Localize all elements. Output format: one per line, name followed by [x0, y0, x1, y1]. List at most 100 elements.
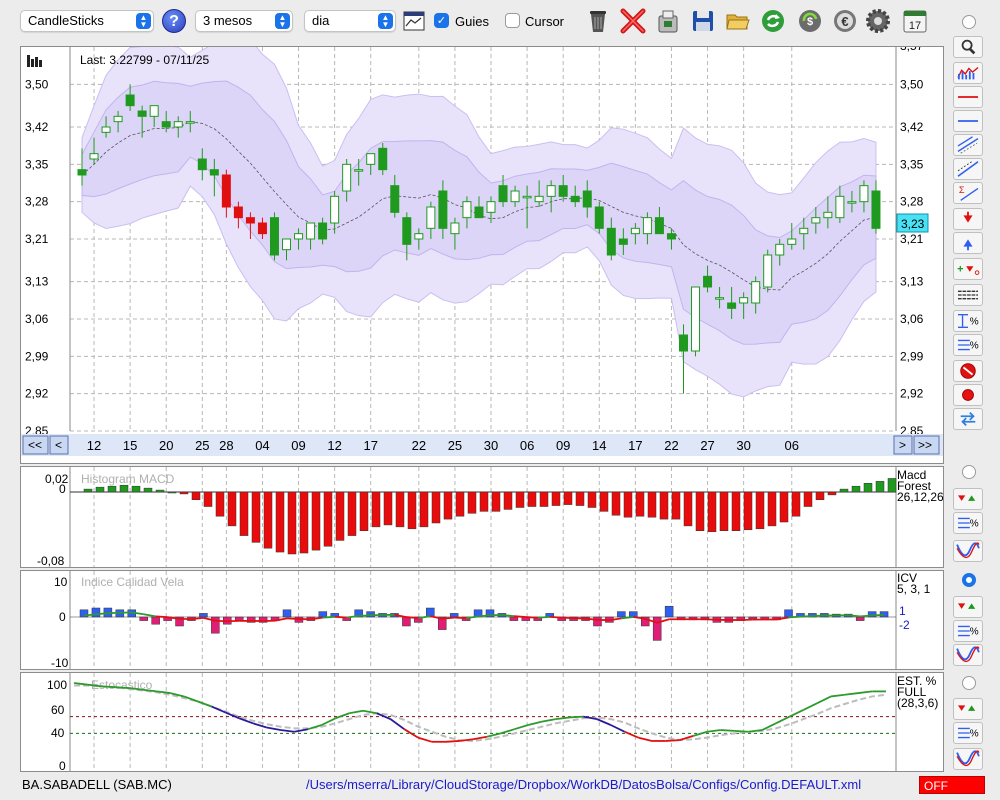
candle	[125, 84, 135, 111]
percent-lines-2-button[interactable]: %	[953, 620, 983, 642]
x-tick-label: 25	[195, 438, 209, 453]
arrow-down-red-button[interactable]	[953, 208, 983, 230]
stoch-k-segment	[514, 724, 529, 731]
stoch-k-segment	[362, 709, 377, 715]
stoch-k-segment	[376, 712, 391, 720]
interval-select[interactable]: dia ▲ ▼	[304, 10, 396, 32]
guides-checkbox[interactable]: ✓	[434, 13, 449, 28]
macd-bar	[467, 491, 477, 514]
candle	[739, 292, 749, 319]
percent-lines-2-button[interactable]: %	[953, 512, 983, 534]
percent-range-button[interactable]: %	[953, 310, 983, 332]
signal-arrows-button[interactable]	[953, 596, 983, 618]
period-select[interactable]: 3 mesos ▲ ▼	[195, 10, 293, 32]
config-path-link[interactable]: /Users/mserra/Library/CloudStorage/Dropb…	[306, 777, 862, 792]
record-button[interactable]	[953, 384, 983, 406]
horizontal-line-blue-button[interactable]	[953, 110, 983, 132]
signal-arrows-icon	[958, 603, 976, 609]
stochastic-chart[interactable]: Estocastico 100 60 40 0 EST. % FULL (28,…	[21, 673, 943, 771]
macd-bar	[179, 491, 189, 495]
dollar-sync-icon[interactable]: $	[797, 8, 823, 34]
stoch-k-segment	[115, 686, 130, 689]
guides-label: Guies	[455, 14, 489, 29]
candle	[77, 148, 87, 186]
horizontal-line-red-button[interactable]	[953, 86, 983, 108]
stoch-k-segment	[170, 692, 185, 698]
curve-button[interactable]	[953, 540, 983, 562]
candle	[534, 180, 544, 207]
open-folder-icon[interactable]	[725, 8, 751, 34]
x-tick-label: 06	[785, 438, 799, 453]
icv-panel: Indice Calidad Vela 10 0 -10 ICV 5, 3, 1…	[20, 570, 944, 670]
nav-last-button[interactable]	[913, 435, 940, 455]
sigma-trend-button[interactable]: Σ	[953, 182, 983, 204]
export-icon[interactable]	[655, 8, 681, 34]
cursor-checkbox[interactable]	[505, 13, 520, 28]
stoch-k-segment	[734, 729, 749, 733]
plus-minus-button[interactable]: +	[953, 258, 983, 280]
x-tick-label: 12	[327, 438, 341, 453]
channel-button[interactable]	[953, 134, 983, 156]
nav-first-label: <<	[28, 438, 42, 452]
icv-chart[interactable]: Indice Calidad Vela 10 0 -10 ICV 5, 3, 1…	[21, 571, 943, 669]
candle	[462, 196, 472, 229]
candle	[245, 212, 255, 239]
save-icon[interactable]	[690, 8, 716, 34]
gear-icon[interactable]	[865, 8, 891, 34]
euro-icon[interactable]: €	[832, 8, 858, 34]
zoom-button[interactable]	[953, 36, 983, 58]
candle	[426, 201, 436, 239]
y-tick-label-right: 2,99	[900, 349, 924, 363]
stoch-panel-radio[interactable]	[962, 676, 976, 690]
macd-bar	[851, 485, 861, 493]
trash-icon[interactable]	[585, 8, 611, 34]
calendar-icon[interactable]: 17	[902, 8, 928, 34]
last-price-label: Last: 3.22799 - 07/11/25	[80, 53, 210, 67]
icv-panel-radio[interactable]	[962, 573, 976, 587]
nav-next-button[interactable]	[893, 435, 913, 455]
price-chart[interactable]: 3,50 3,50 3,42 3,42 3,35 3,35 3,28 3,28 3,21 3,21…	[21, 47, 943, 463]
signal-arrows-button[interactable]	[953, 698, 983, 720]
chart-window-icon[interactable]	[403, 10, 425, 32]
stoch-k-segment	[569, 715, 584, 719]
svg-text:+: +	[957, 264, 963, 276]
trendline-button[interactable]	[953, 158, 983, 180]
candle	[486, 196, 496, 223]
percent-lines-button[interactable]: %	[953, 334, 983, 356]
macd-bar	[875, 481, 885, 493]
indicator-bars-button[interactable]	[953, 62, 983, 84]
macd-chart[interactable]: Histogram MACD 0,02 0 -0,08 Macd Forest …	[21, 467, 943, 567]
macd-bar	[731, 491, 741, 531]
macd-bar	[767, 491, 777, 527]
nav-prev-button[interactable]	[49, 435, 69, 455]
icv-bar	[175, 616, 184, 627]
arrow-up-blue-button[interactable]	[953, 232, 983, 254]
candle	[101, 116, 111, 138]
percent-lines-2-button[interactable]: %	[953, 722, 983, 744]
refresh-icon[interactable]	[760, 8, 786, 34]
curve-icon	[956, 542, 980, 559]
macd-y-bottom: -0,08	[37, 554, 65, 567]
status-badge[interactable]: OFF	[919, 776, 985, 794]
y-tick-label-right: 3,06	[900, 312, 924, 326]
stop-sign-button[interactable]	[953, 360, 983, 382]
chart-type-select[interactable]: CandleSticks ▲ ▼	[20, 10, 154, 32]
curve-button[interactable]	[953, 748, 983, 770]
icv-bar	[449, 613, 459, 618]
delete-x-icon[interactable]	[620, 8, 646, 34]
nav-first-button[interactable]	[22, 435, 49, 455]
period-value: 3 mesos	[203, 13, 253, 28]
stoch-k-segment	[390, 718, 405, 730]
macd-bar	[167, 491, 177, 494]
swap-button[interactable]	[953, 408, 983, 430]
signal-arrows-button[interactable]	[953, 488, 983, 510]
macd-bar	[311, 491, 321, 551]
price-chart-panel: 3,50 3,50 3,42 3,42 3,35 3,35 3,28 3,28 3,21 3,21…	[20, 46, 944, 464]
help-button[interactable]: ?	[162, 9, 186, 33]
nav-next-label: >	[899, 438, 906, 452]
macd-panel-radio[interactable]	[962, 465, 976, 479]
lines-button[interactable]	[953, 284, 983, 306]
price-panel-radio[interactable]	[962, 15, 976, 29]
candle	[799, 217, 809, 250]
curve-button[interactable]	[953, 644, 983, 666]
